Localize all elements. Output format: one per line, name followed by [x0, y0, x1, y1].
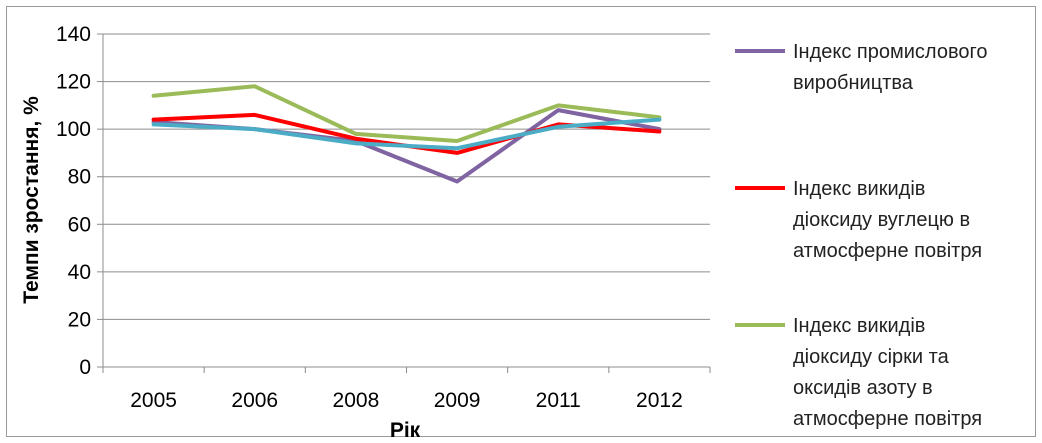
- y-tick-label: 20: [68, 308, 91, 331]
- y-tick-label: 80: [68, 166, 91, 189]
- legend: Індекс промислового виробництва Індекс вик…: [735, 41, 987, 430]
- x-axis-title: Рік: [390, 419, 421, 442]
- x-tick-label: 2008: [333, 389, 380, 412]
- x-tick-label: 2005: [130, 389, 177, 412]
- legend-entry-1: Індекс викидів діоксиду вуглецю в атмосфер…: [735, 178, 982, 262]
- series-line-3: [151, 84, 662, 143]
- legend-label: Індекс викидів діоксиду вуглецю в атмосфер…: [793, 178, 982, 262]
- y-tick-label: 120: [56, 71, 91, 94]
- y-tick-label: 100: [56, 118, 91, 141]
- x-tick-label: 2012: [636, 389, 683, 412]
- legend-label: Індекс викидів діоксиду сірки та оксидів а…: [793, 315, 982, 430]
- y-tick-label: 60: [68, 213, 91, 236]
- y-tick-label: 0: [79, 356, 91, 379]
- chart-frame: [6, 6, 1036, 437]
- axes: [97, 33, 711, 373]
- tick-labels: 0 20 40 60 80 100 120 140 2005 2006 2008 2009 2011 20…: [56, 23, 683, 412]
- legend-label: Індекс промислового виробництва: [793, 41, 987, 94]
- y-axis-title: Темпи зростання, %: [20, 96, 43, 304]
- series-line-4: [151, 117, 662, 151]
- legend-entry-0: Індекс промислового виробництва: [735, 41, 987, 94]
- series-lines: [151, 84, 662, 184]
- x-tick-label: 2009: [434, 389, 481, 412]
- x-tick-label: 2006: [231, 389, 278, 412]
- gridlines: [103, 33, 710, 320]
- y-tick-label: 40: [68, 261, 91, 284]
- legend-entry-2: Індекс викидів діоксиду сірки та оксидів а…: [735, 315, 982, 430]
- x-tick-label: 2011: [536, 389, 581, 412]
- y-tick-label: 140: [56, 23, 91, 46]
